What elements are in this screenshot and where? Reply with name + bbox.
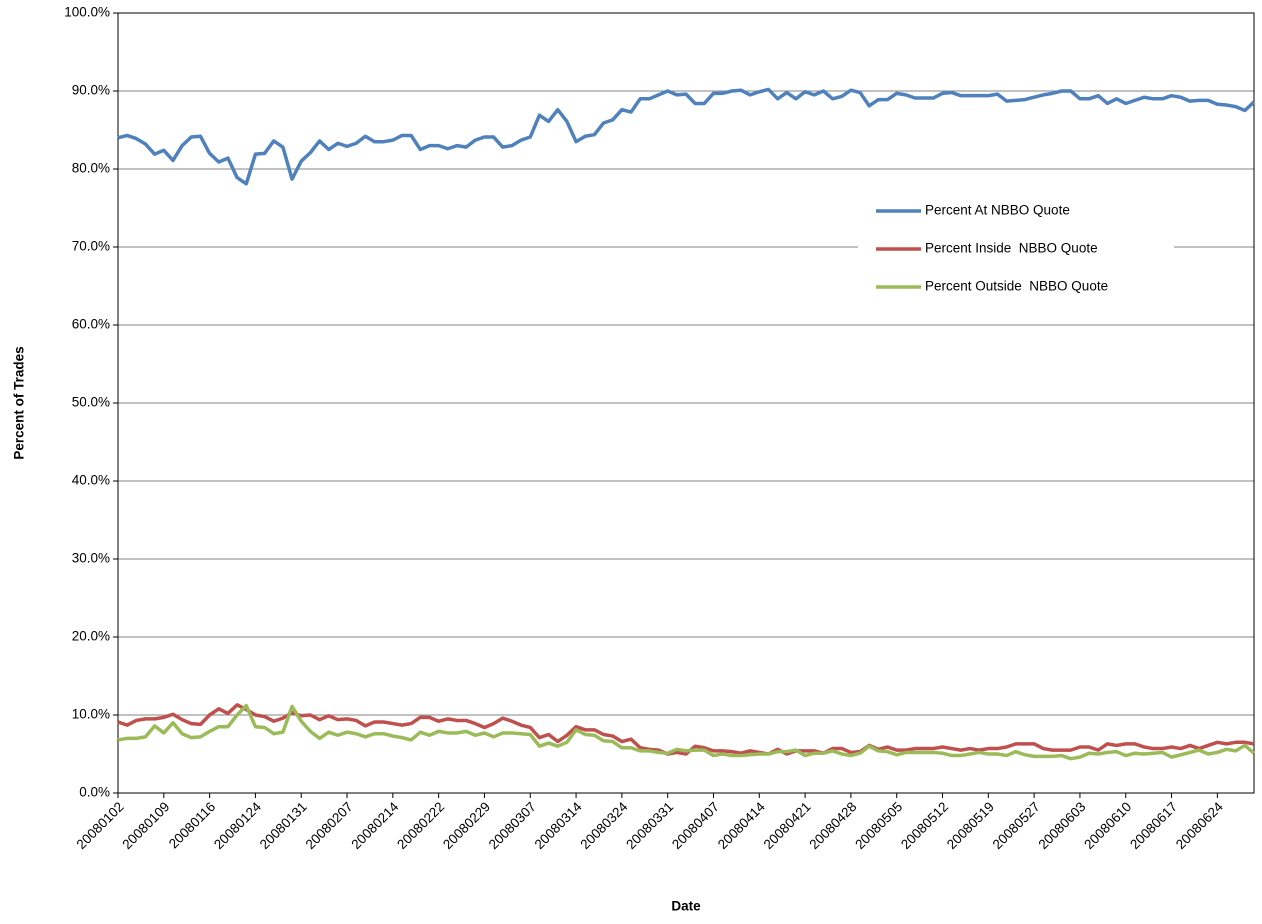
x-tick-label: 20080229 — [440, 799, 493, 852]
y-axis-title: Percent of Trades — [12, 346, 27, 459]
y-tick-label: 40.0% — [72, 473, 110, 488]
x-tick-label: 20080414 — [715, 799, 768, 852]
y-tick-label: 80.0% — [72, 161, 110, 176]
y-tick-label: 0.0% — [79, 785, 110, 800]
x-tick-label: 20080307 — [486, 799, 539, 852]
x-tick-label: 20080109 — [119, 799, 172, 852]
y-tick-label: 70.0% — [72, 239, 110, 254]
x-tick-label: 20080116 — [166, 799, 218, 851]
legend-label: Percent Outside NBBO Quote — [925, 279, 1108, 294]
x-tick-label: 20080214 — [348, 799, 401, 852]
plot-border — [117, 12, 1255, 794]
x-tick-label: 20080222 — [394, 799, 447, 852]
x-axis-title: Date — [671, 899, 701, 914]
x-tick-label: 20080207 — [303, 799, 356, 852]
y-tick-label: 50.0% — [72, 395, 110, 410]
x-tick-label: 20080624 — [1173, 799, 1226, 852]
x-tick-label: 20080102 — [74, 799, 127, 852]
x-tick-label: 20080314 — [532, 799, 585, 852]
x-tick-label: 20080519 — [944, 799, 997, 852]
series-line — [117, 703, 1255, 756]
x-tick-label: 20080617 — [1127, 799, 1180, 852]
y-tick-label: 90.0% — [72, 83, 110, 98]
y-tick-label: 60.0% — [72, 317, 110, 332]
legend-label: Percent Inside NBBO Quote — [925, 241, 1098, 256]
x-tick-label: 20080603 — [1035, 799, 1088, 852]
legend-label: Percent At NBBO Quote — [925, 203, 1070, 218]
x-tick-label: 20080505 — [852, 799, 905, 852]
x-tick-label: 20080610 — [1081, 799, 1134, 852]
series-line — [117, 87, 1256, 186]
y-tick-label: 20.0% — [72, 629, 110, 644]
x-tick-label: 20080324 — [577, 799, 630, 852]
y-tick-label: 100.0% — [64, 5, 110, 20]
x-tick-label: 20080331 — [623, 799, 676, 852]
x-tick-label: 20080527 — [990, 799, 1043, 852]
x-tick-label: 20080512 — [898, 799, 951, 852]
x-tick-label: 20080407 — [669, 799, 722, 852]
series-line — [117, 703, 1256, 761]
x-tick-label: 20080421 — [761, 799, 814, 852]
y-tick-label: 10.0% — [72, 707, 110, 722]
x-tick-label: 20080428 — [806, 799, 859, 852]
x-tick-label: 20080124 — [211, 799, 264, 852]
y-tick-label: 30.0% — [72, 551, 110, 566]
x-tick-label: 20080131 — [257, 799, 310, 852]
